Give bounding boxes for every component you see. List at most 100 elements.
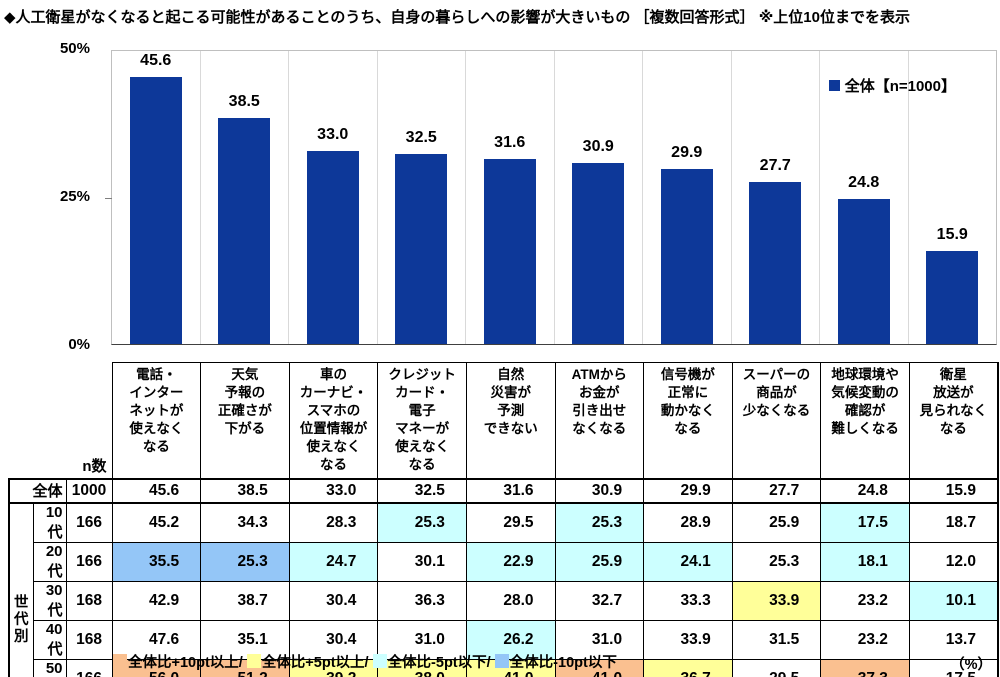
n-count-header: n数	[82, 457, 107, 475]
row-30代-value-2: 38.7	[200, 580, 290, 621]
highlight-legend-label: 全体比-5pt以下/	[387, 654, 491, 671]
bar-value-label: 30.9	[582, 137, 614, 155]
column-header-5: 自然 災害が 予測 できない	[465, 362, 556, 479]
row-10代-value-7: 28.9	[643, 502, 733, 543]
bar-column-9: 24.8	[820, 51, 909, 344]
column-header-2: 天気 予報の 正確さが 下がる	[200, 362, 290, 479]
row-30代-value-8: 33.9	[731, 580, 822, 621]
row-30代-value-6: 32.7	[554, 580, 645, 621]
row-10代-value-4: 25.3	[377, 502, 467, 543]
row-30代-value-5: 28.0	[465, 580, 556, 621]
row-label-50代: 50代	[32, 658, 67, 677]
bar-column-5: 31.6	[466, 51, 555, 344]
bar-value-label: 38.5	[228, 93, 260, 111]
column-header-3: 車の カーナビ・ スマホの 位置情報が 使えなく なる	[288, 362, 379, 479]
page-title: ◆人工衛星がなくなると起こる可能性があることのうち、自身の暮らしへの影響が大きい…	[4, 9, 910, 26]
row-50代-value-9: 37.3	[820, 658, 910, 677]
column-header-6: ATMから お金が 引き出せ なくなる	[554, 362, 645, 479]
row-50代-value-7: 36.7	[643, 658, 733, 677]
y-axis-tick-25: 25%	[59, 188, 90, 205]
chart-legend: 全体【n=1000】	[828, 75, 956, 96]
total-row-value-3: 33.0	[288, 477, 379, 504]
row-40代-value-5: 26.2	[465, 619, 556, 660]
highlight-legend-label: 全体比+5pt以上/	[261, 654, 369, 671]
total-row-value-7: 29.9	[643, 477, 733, 504]
row-50代-value-2: 51.2	[200, 658, 290, 677]
bar-chart-plot-area: 45.6 38.5 33.0 32.5 31.6 30.9 29.9 27.7 24.8 15.9…	[105, 50, 997, 345]
row-30代-value-3: 30.4	[288, 580, 379, 621]
legend-series-label: 全体【n=1000】	[844, 78, 956, 95]
bar-column-8: 27.7	[732, 51, 820, 344]
highlight-legend-item-1: 全体比+10pt以上/	[113, 651, 243, 672]
y-axis-25pct-tick-mark	[105, 197, 112, 199]
column-header-1: 電話・ インター ネットが 使えなく なる	[111, 362, 202, 479]
bar	[749, 181, 802, 344]
bar	[837, 198, 890, 344]
row-10代-value-9: 17.5	[820, 502, 910, 543]
column-header-10: 衛星 放送が 見られなく なる	[908, 362, 999, 479]
row-50代-value-3: 39.2	[288, 658, 379, 677]
bar-value-label: 15.9	[936, 225, 968, 243]
bar	[218, 118, 271, 344]
row-20代-value-4: 30.1	[377, 541, 467, 582]
row-20代-value-3: 24.7	[288, 541, 379, 582]
highlight-swatch-icon	[113, 654, 127, 669]
bar-column-4: 32.5	[378, 51, 466, 344]
total-row-value-8: 27.7	[731, 477, 822, 504]
row-10代-value-5: 29.5	[465, 502, 556, 543]
total-row-value-2: 38.5	[200, 477, 290, 504]
bar-value-label: 32.5	[405, 128, 437, 146]
row-10代-value-3: 28.3	[288, 502, 379, 543]
row-label-total: 全体	[8, 477, 67, 504]
column-header-9: 地球環境や 気候変動の 確認が 難しくなる	[820, 362, 910, 479]
row-n-total: 1000	[65, 477, 113, 504]
y-axis-tick-50: 50%	[59, 40, 90, 57]
row-40代-value-10: 13.7	[908, 619, 999, 660]
bar-column-7: 29.9	[643, 51, 732, 344]
highlight-swatch-icon	[372, 654, 387, 669]
row-n-50代: 166	[65, 658, 113, 677]
row-n-30代: 168	[65, 580, 113, 621]
highlight-legend-item-2: 全体比+5pt以上/	[246, 651, 369, 672]
row-10代-value-10: 18.7	[908, 502, 999, 543]
bar-column-3: 33.0	[289, 51, 378, 344]
bar-value-label: 45.6	[140, 51, 172, 69]
bar	[660, 168, 713, 344]
highlight-legend: 全体比+10pt以上/全体比+5pt以上/全体比-5pt以下/全体比-10pt以…	[113, 651, 997, 673]
highlight-legend-label: 全体比-10pt以下	[509, 654, 617, 671]
row-10代-value-2: 34.3	[200, 502, 290, 543]
row-label-10代: 10代	[32, 502, 67, 543]
bar-value-label: 31.6	[494, 133, 526, 151]
row-20代-value-6: 25.9	[554, 541, 645, 582]
bar-value-label: 24.8	[848, 173, 880, 191]
highlight-legend-item-4: 全体比-10pt以下	[494, 651, 617, 672]
row-20代-value-10: 12.0	[908, 541, 999, 582]
row-n-40代: 168	[65, 619, 113, 660]
bar-column-2: 38.5	[201, 51, 289, 344]
total-row-value-1: 45.6	[111, 477, 202, 504]
row-20代-value-8: 25.3	[731, 541, 822, 582]
row-20代-value-9: 18.1	[820, 541, 910, 582]
bar-column-6: 30.9	[555, 51, 643, 344]
bar	[572, 162, 625, 344]
highlight-swatch-icon	[246, 654, 261, 669]
row-20代-value-7: 24.1	[643, 541, 733, 582]
row-40代-value-3: 30.4	[288, 619, 379, 660]
y-axis-tick-0: 0%	[68, 336, 90, 353]
row-50代-value-1: 56.0	[111, 658, 202, 677]
bar	[926, 250, 979, 344]
total-row-value-4: 32.5	[377, 477, 467, 504]
row-label-20代: 20代	[32, 541, 67, 582]
bar-column-1: 45.6	[112, 51, 201, 344]
total-row-value-5: 31.6	[465, 477, 556, 504]
row-20代-value-5: 22.9	[465, 541, 556, 582]
row-n-10代: 166	[65, 502, 113, 543]
highlight-legend-label: 全体比+10pt以上/	[128, 654, 243, 671]
bar	[306, 150, 359, 344]
total-row-value-10: 15.9	[908, 477, 999, 504]
bar	[395, 153, 448, 344]
generation-label-char: 別	[14, 628, 29, 645]
row-40代-value-2: 35.1	[200, 619, 290, 660]
row-40代-value-9: 23.2	[820, 619, 910, 660]
